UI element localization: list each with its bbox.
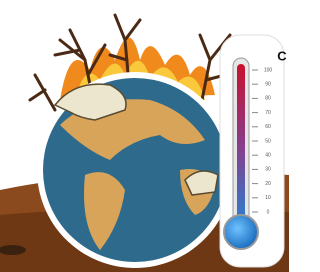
- unit-label: C: [277, 48, 287, 63]
- scale-label: 90: [265, 82, 271, 88]
- scale-label: 30: [265, 167, 271, 173]
- scale-label: 70: [265, 110, 271, 116]
- scale-label: 40: [265, 153, 271, 159]
- scale-label: 60: [265, 124, 271, 130]
- scale-label: 50: [265, 138, 271, 144]
- scale-label: 0: [267, 209, 270, 215]
- scale-label: 100: [264, 67, 273, 73]
- thermometer-mercury: [237, 64, 245, 224]
- scale-label: 80: [265, 96, 271, 102]
- scale-label: 20: [265, 181, 271, 187]
- thermometer-bulb: [224, 215, 258, 249]
- scale-label: 10: [265, 195, 271, 201]
